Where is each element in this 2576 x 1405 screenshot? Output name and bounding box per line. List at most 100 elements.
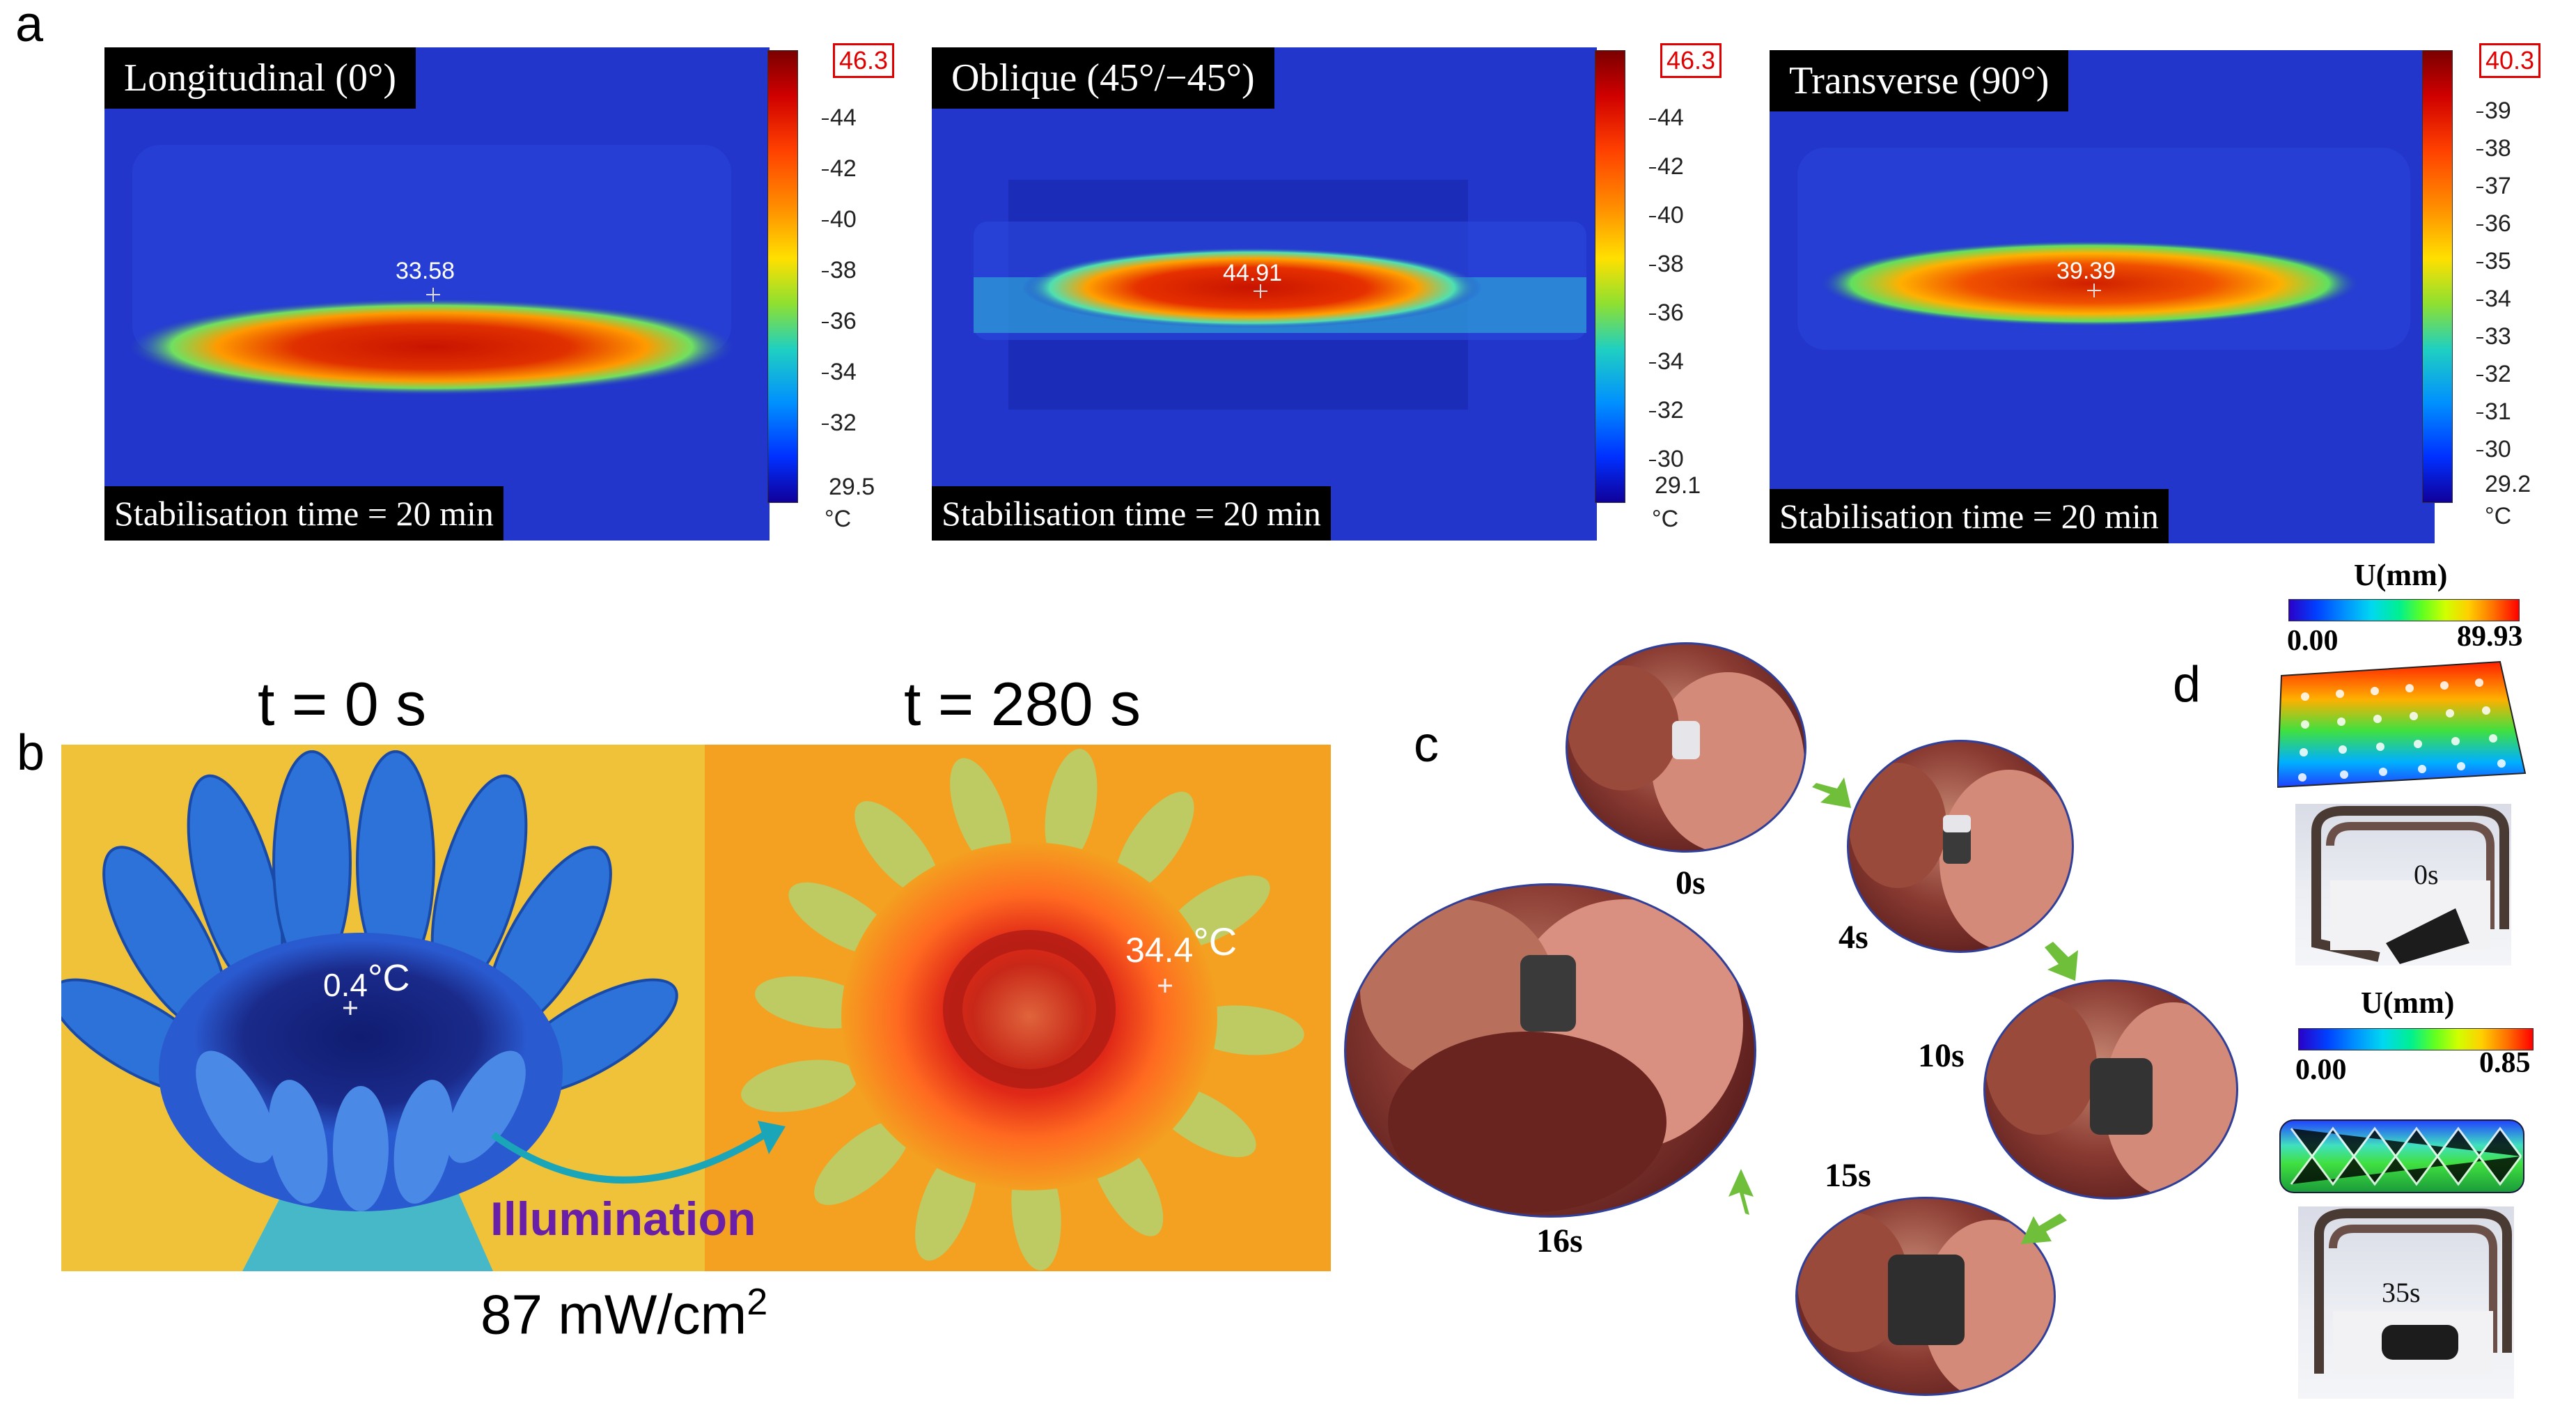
- time-label-right: t = 280 s: [904, 669, 1141, 738]
- crosshair-icon: [426, 288, 440, 302]
- thermal-label: Longitudinal (0°): [104, 47, 416, 109]
- colorbar: [1595, 50, 1625, 503]
- illumination-intensity: 87 mW/cm2: [481, 1280, 767, 1347]
- photo-time-label: 35s: [2382, 1277, 2421, 1308]
- temp-unit: °C: [367, 957, 410, 999]
- tick-label: 32: [2476, 361, 2511, 387]
- tick-label: 33: [2476, 323, 2511, 350]
- crosshair-icon: [1254, 284, 1267, 298]
- temperature-readout: 39.39: [2056, 258, 2116, 284]
- panel-b-letter: b: [17, 725, 45, 781]
- tick-label: 34: [822, 359, 857, 385]
- device-photo-35s: 35s: [2298, 1206, 2514, 1399]
- heart-frame-0s: [1566, 642, 1806, 853]
- device-photo-svg: [2314, 1209, 2512, 1374]
- tick-label: 36: [2476, 210, 2511, 237]
- temp-value: 0.4: [323, 967, 368, 1003]
- panel-c-letter: c: [1414, 717, 1439, 773]
- frame-time-label: 10s: [1918, 1037, 1965, 1074]
- temp-value: 34.4: [1125, 931, 1194, 970]
- thermal-image-longitudinal: Longitudinal (0°) 33.58 Stabilisation ti…: [104, 47, 770, 541]
- temp-unit: °C: [1193, 919, 1238, 963]
- tick-label: 35: [2476, 248, 2511, 274]
- crosshair-icon: [343, 979, 1172, 1015]
- frame-time-label: 0s: [1676, 864, 1705, 901]
- frame-time-label: 16s: [1536, 1222, 1583, 1259]
- tick-label: 32: [822, 410, 857, 436]
- crosshair-icon: [2087, 284, 2101, 297]
- tick-label: 44: [1649, 104, 1684, 131]
- frame-photo-svg: [1797, 1213, 2054, 1394]
- temperature-readout: 33.58: [396, 258, 455, 284]
- colorbar-unit: °C: [825, 506, 852, 532]
- legend-colorbar: [2288, 599, 2520, 621]
- colorbar: [2422, 50, 2453, 503]
- frame-time-label: 15s: [1825, 1157, 1871, 1194]
- device-photo-svg: [2311, 806, 2509, 964]
- flower-thermal-comparison: 0.4°C 34.4°C Illumination: [61, 745, 1331, 1271]
- colorbar-unit: °C: [2485, 503, 2512, 529]
- tick-label: 34: [1649, 348, 1684, 375]
- colorbar-max: 46.3: [833, 43, 895, 78]
- tick-label: 34: [2476, 286, 2511, 312]
- heart-frame-15s: [1795, 1197, 2056, 1396]
- temp-readout-right: 34.4°C: [1125, 919, 1237, 971]
- tick-label: 38: [822, 257, 857, 284]
- tick-label: 30: [1649, 446, 1684, 472]
- legend-max: 0.85: [2479, 1047, 2531, 1079]
- heart-frame-16s: [1344, 883, 1756, 1218]
- tick-label: 44: [822, 104, 857, 131]
- photo-time-label: 0s: [2414, 859, 2439, 890]
- tick-label: 40: [1649, 202, 1684, 228]
- device-photo-0s: 0s: [2295, 804, 2511, 965]
- colorbar-max: 46.3: [1660, 43, 1722, 78]
- illumination-arrow: [491, 1131, 767, 1183]
- stabilisation-caption: Stabilisation time = 20 min: [104, 486, 504, 541]
- illumination-label: Illumination: [490, 1193, 756, 1245]
- heart-frame-10s: [1983, 979, 2238, 1200]
- thermal-label: Oblique (45°/−45°): [932, 47, 1274, 109]
- stabilisation-caption: Stabilisation time = 20 min: [1770, 489, 2169, 543]
- thermal-field-svg: [932, 47, 1597, 541]
- intensity-exponent: 2: [747, 1281, 768, 1323]
- temperature-readout: 44.91: [1223, 260, 1283, 286]
- colorbar-unit: °C: [1652, 506, 1679, 532]
- tick-label: 32: [1649, 397, 1684, 424]
- thermal-image-transverse: Transverse (90°) 39.39 Stabilisation tim…: [1770, 50, 2435, 543]
- thermal-label: Transverse (90°): [1770, 50, 2069, 111]
- temp-readout-left: 0.4°C: [323, 957, 410, 1005]
- green-arrow-icon: [1812, 777, 1851, 808]
- tick-label: 39: [2476, 98, 2511, 124]
- legend-title: U(mm): [2354, 558, 2448, 592]
- time-label-left: t = 0 s: [258, 669, 427, 738]
- tick-label: 36: [1649, 300, 1684, 326]
- frame-time-label: 4s: [1839, 919, 1868, 956]
- frame-photo-svg: [1985, 995, 2236, 1197]
- fea-mesh-tube: [2279, 1119, 2524, 1193]
- flower-thermal-svg: [61, 745, 1331, 1271]
- tick-label: 38: [1649, 251, 1684, 277]
- tick-label: 42: [822, 155, 857, 182]
- colorbar-min: 29.5: [829, 474, 875, 500]
- colorbar-min: 29.1: [1655, 472, 1701, 499]
- fea-mesh-plate: [2277, 660, 2527, 789]
- tick-label: 37: [2476, 173, 2511, 199]
- legend-title: U(mm): [2361, 986, 2455, 1020]
- tick-label: 38: [2476, 135, 2511, 162]
- heart-frame-4s: [1847, 740, 2074, 953]
- thermal-field-svg: [1770, 50, 2435, 543]
- frame-photo-svg: [1849, 763, 2072, 951]
- legend-colorbar: [2298, 1028, 2534, 1050]
- colorbar-min: 29.2: [2485, 471, 2531, 497]
- stabilisation-caption: Stabilisation time = 20 min: [932, 486, 1331, 541]
- frame-photo-svg: [1568, 665, 1804, 851]
- tick-label: 42: [1649, 153, 1684, 180]
- intensity-value: 87 mW/cm: [481, 1283, 747, 1346]
- arrow-head-icon: [758, 1121, 786, 1154]
- colorbar-max: 40.3: [2479, 43, 2541, 78]
- legend-min: 0.00: [2295, 1054, 2347, 1086]
- tick-label: 36: [822, 308, 857, 334]
- colorbar: [767, 50, 798, 503]
- panel-a-letter: a: [15, 0, 44, 52]
- tick-label: 30: [2476, 436, 2511, 463]
